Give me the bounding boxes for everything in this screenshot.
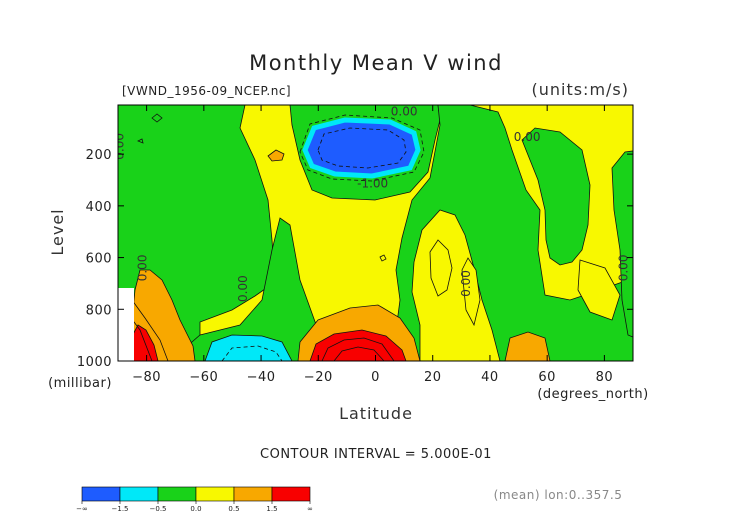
colorbar-swatch xyxy=(119,486,159,502)
cyan-ring-upper xyxy=(302,117,421,179)
contour-label: 0.00 xyxy=(113,133,127,160)
x-tick-label: −40 xyxy=(247,370,276,385)
x-ticks: −80 −60 −40 −20 0 20 40 60 80 xyxy=(132,105,613,385)
colorbar-swatch xyxy=(271,486,311,502)
zero-contour-mark-2 xyxy=(379,254,387,262)
zero-contour-mark-3 xyxy=(137,138,144,144)
colorbar-label: −1.5 xyxy=(112,505,129,513)
contour-label: 0.00 xyxy=(459,270,473,297)
zero-contour-mark-1 xyxy=(151,113,163,123)
red-region-lower-center xyxy=(309,329,407,361)
colorbar-label: 0.0 xyxy=(190,505,201,513)
dashed-contour-upper-inner xyxy=(317,127,407,169)
y-ticks: 200 400 600 800 1000 xyxy=(77,148,633,370)
chart-title: Monthly Mean V wind xyxy=(249,51,503,75)
mean-annotation: (mean) lon:0..357.5 xyxy=(494,488,623,502)
contour-label: 0.00 xyxy=(391,104,418,118)
orange-spot-upper xyxy=(267,149,285,162)
y-axis-units: (millibar) xyxy=(48,376,112,391)
yellow-pocket-right-edge xyxy=(577,259,621,321)
white-blank-region xyxy=(118,288,134,361)
colorbar-swatch xyxy=(157,486,197,502)
y-tick-label: 800 xyxy=(86,303,112,318)
colorbar-label: ∞ xyxy=(307,505,313,513)
x-tick-label: 20 xyxy=(424,370,442,385)
y-tick-label: 200 xyxy=(86,148,112,163)
x-axis-units: (degrees_north) xyxy=(537,387,648,402)
y-tick-label: 400 xyxy=(86,200,112,215)
x-tick-label: −20 xyxy=(304,370,333,385)
colorbar: −∞ −1.5 −0.5 0.0 0.5 1.5 ∞ xyxy=(76,486,313,513)
green-region-right-upper xyxy=(521,127,591,266)
x-tick-label: 40 xyxy=(481,370,499,385)
x-tick-label: −60 xyxy=(189,370,218,385)
y-tick-label: 600 xyxy=(86,252,112,267)
yellow-pocket-right xyxy=(461,257,481,327)
units-label: (units:m/s) xyxy=(531,80,629,99)
plot-area: 0.00 0.00 -1.00 0.00 0.00 0.00 0.00 0.00 xyxy=(113,104,633,361)
yellow-pocket-middle xyxy=(429,239,453,297)
colorbar-swatch xyxy=(195,486,235,502)
x-tick-label: 80 xyxy=(596,370,614,385)
colorbar-label: 1.5 xyxy=(266,505,277,513)
green-region-right-edge xyxy=(611,150,633,338)
x-tick-label: 60 xyxy=(538,370,556,385)
dashed-contour-lower xyxy=(221,345,283,361)
orange-region-lower-right xyxy=(504,331,551,361)
contour-label: 0.00 xyxy=(136,255,150,282)
x-axis-label: Latitude xyxy=(339,404,413,423)
contour-labels: 0.00 0.00 -1.00 0.00 0.00 0.00 0.00 0.00 xyxy=(113,104,630,302)
colorbar-swatch xyxy=(233,486,273,502)
file-label: [VWND_1956-09_NCEP.nc] xyxy=(122,84,291,98)
contour-label: 0.00 xyxy=(236,275,250,302)
contour-label: -1.00 xyxy=(357,177,388,191)
colorbar-label: −0.5 xyxy=(150,505,167,513)
contour-red-1 xyxy=(321,337,395,361)
contour-interval-text: CONTOUR INTERVAL = 5.000E-01 xyxy=(260,447,492,462)
y-tick-label: 1000 xyxy=(77,355,112,370)
colorbar-label: 0.5 xyxy=(228,505,239,513)
colorbar-label: −∞ xyxy=(76,505,88,513)
colorbar-swatch xyxy=(81,486,121,502)
contour-red-2 xyxy=(333,346,385,361)
x-tick-label: −80 xyxy=(132,370,161,385)
contour-label: 0.00 xyxy=(514,130,541,144)
y-axis-label: Level xyxy=(48,208,67,255)
x-tick-label: 0 xyxy=(371,370,380,385)
contour-label: 0.00 xyxy=(616,255,630,282)
